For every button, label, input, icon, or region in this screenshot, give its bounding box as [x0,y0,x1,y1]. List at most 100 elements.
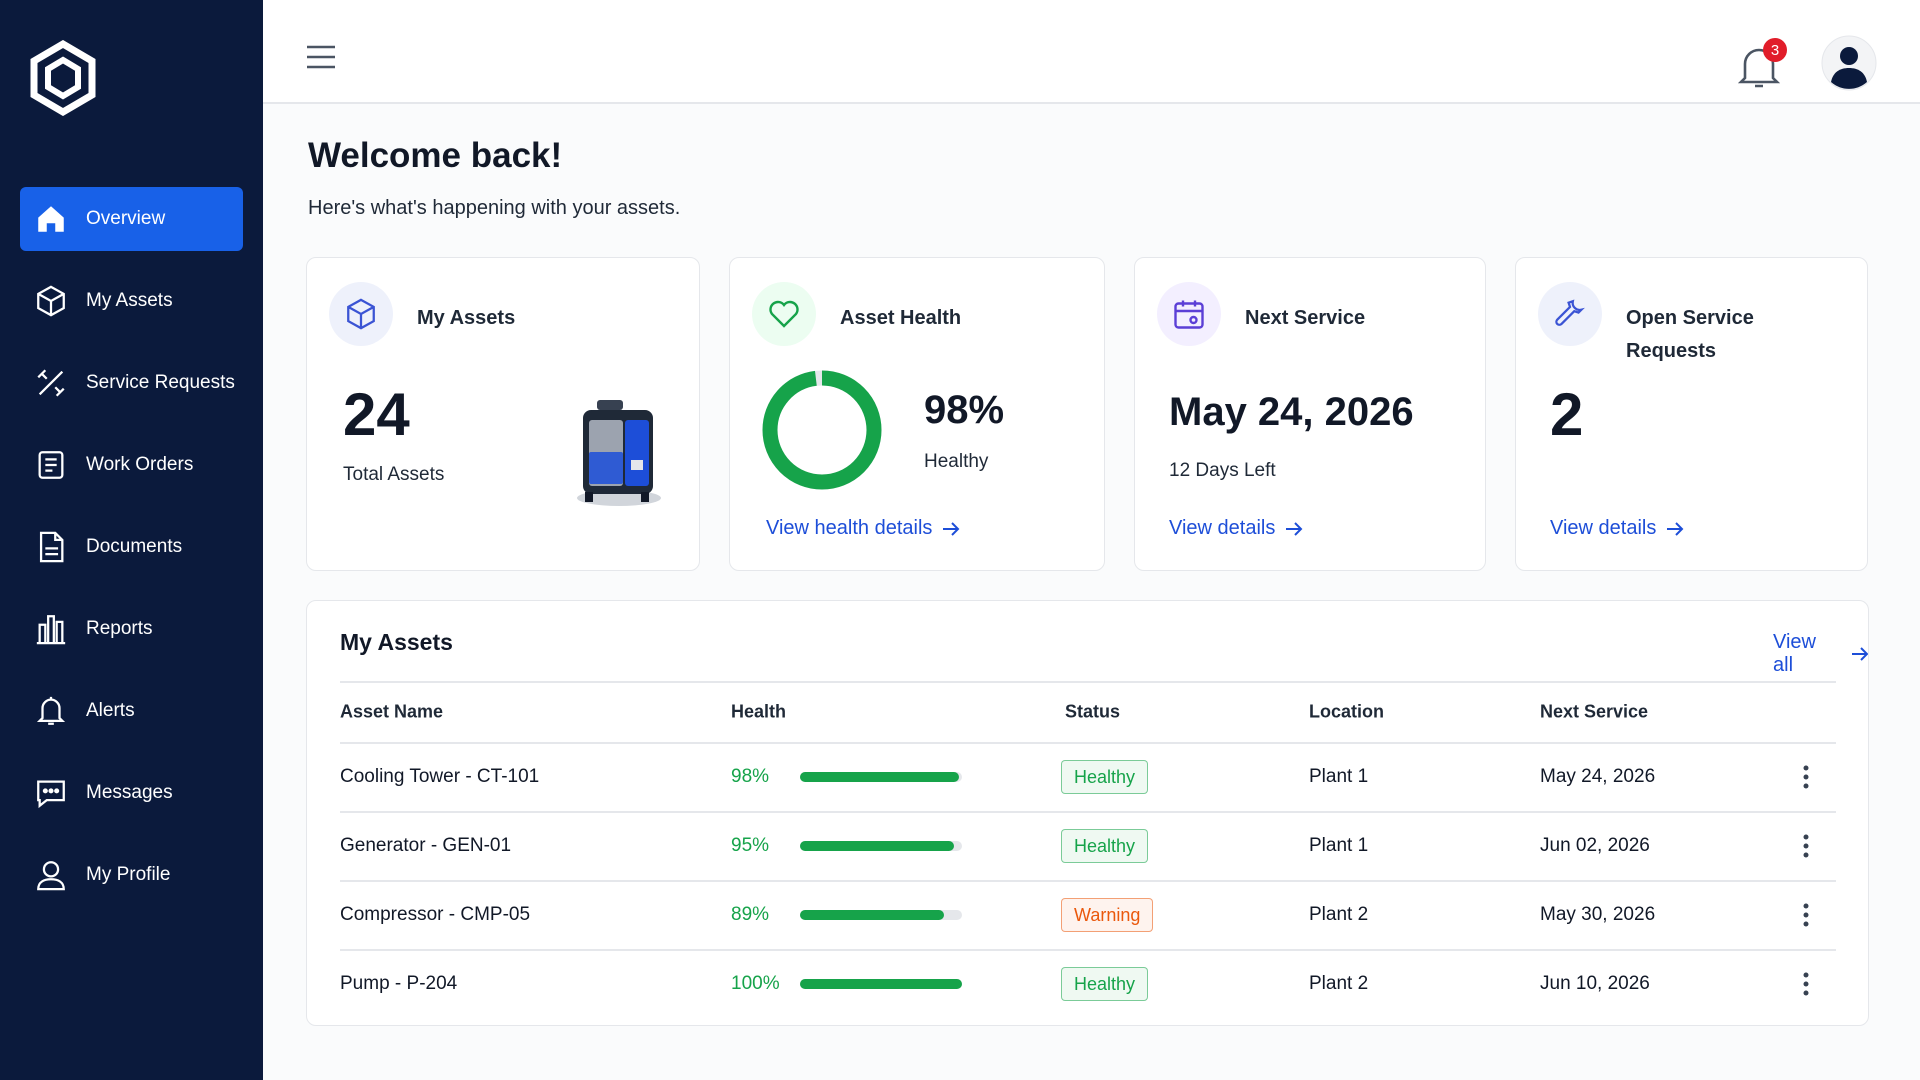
icon [38,451,64,479]
next-service: May 24, 2026 [1540,766,1656,787]
card-open-requests: Open Service Requests 2 View details [1515,257,1868,571]
card-icon [752,282,816,346]
health-text: 89% [731,904,770,925]
health-value: 98% [924,388,1005,432]
status-badge: Healthy [1061,967,1149,1001]
health-status: Healthy [924,451,989,472]
row-menu[interactable] [1800,971,1812,997]
logo [30,40,96,116]
link-text: View health details [766,517,933,539]
next-service: May 30, 2026 [1540,904,1656,925]
asset-name: Pump - P-204 [340,973,458,994]
asset-name: Generator - GEN-01 [340,835,512,856]
row-menu[interactable] [1800,902,1812,928]
location: Plant 2 [1309,904,1369,925]
health-track [800,772,962,782]
icon [37,369,65,397]
days-left: 12 Days Left [1169,460,1276,481]
nav-item[interactable]: Service Requests [20,351,243,415]
health-donut [762,370,882,490]
link[interactable]: View health details [766,517,960,540]
nav-item[interactable]: Documents [20,515,243,579]
health-text: 95% [731,835,770,856]
health-track [800,979,962,989]
next-service: Jun 02, 2026 [1540,835,1650,856]
column-header: Health [731,701,787,722]
health-text: 98% [731,766,770,787]
health-bar [800,841,954,851]
column-header: Location [1309,701,1384,722]
nav-label: Documents [86,536,183,557]
menu-button[interactable] [305,44,337,70]
nav-item[interactable]: My Assets [20,269,243,333]
nav-label: Work Orders [86,454,194,475]
nav-item[interactable]: Reports [20,597,243,661]
link-text: View details [1169,517,1276,539]
card-asset-health: Asset Health 98% Healthy View health det… [729,257,1105,571]
nav-label: Service Requests [86,372,235,393]
health-bar [800,979,962,989]
nav-label: Overview [86,208,166,229]
card-title: Asset Health [840,307,962,329]
card-value: 2 [1550,381,1584,448]
nav-item[interactable]: Alerts [20,679,243,743]
row-menu[interactable] [1800,833,1812,859]
welcome-title: Welcome back! [308,136,563,175]
status-badge: Healthy [1061,760,1149,794]
nav-item[interactable]: Work Orders [20,433,243,497]
status-badge: Healthy [1061,829,1149,863]
link-text: View details [1550,517,1657,539]
service-date: May 24, 2026 [1169,390,1414,434]
column-header: Next Service [1540,701,1649,722]
icon [36,615,66,645]
nav-item[interactable]: My Profile [20,843,243,907]
card-label: Total Assets [343,464,445,485]
row-menu[interactable] [1800,764,1812,790]
location: Plant 1 [1309,766,1369,787]
nav-item[interactable]: Messages [20,761,243,825]
icon [38,206,64,232]
sidebar: Overview My Assets Service Requests Work… [0,0,263,1080]
icon [37,861,65,891]
card-icon [329,282,393,346]
card-title: Next Service [1245,307,1366,329]
nav-item[interactable]: Overview [20,187,243,251]
column-header: Asset Name [340,701,444,722]
link[interactable]: View details [1169,517,1303,540]
nav: Overview My Assets Service Requests Work… [20,187,243,925]
view-all[interactable]: View all [1773,631,1868,677]
nav-label: Alerts [86,700,135,721]
main: 3 Welcome back! Here's what's happening … [263,0,1920,1080]
avatar[interactable] [1821,35,1877,91]
card-value: 24 [343,381,410,448]
location: Plant 2 [1309,973,1369,994]
notifications[interactable]: 3 [1733,36,1789,92]
icon [39,531,64,563]
card-title: Open Service Requests [1626,307,1754,362]
health-text: 100% [731,973,780,994]
divider [340,742,1836,744]
health-track [800,841,962,851]
nav-label: Reports [86,618,153,639]
health-arc [762,370,882,490]
nav-label: My Profile [86,864,171,885]
health-bar [800,772,959,782]
link[interactable]: View details [1550,517,1684,540]
card-next-service: Next Service May 24, 2026 12 Days Left V… [1134,257,1486,571]
card-icon [1157,282,1221,346]
view-all-text: View all [1773,631,1816,676]
divider [340,880,1836,882]
divider [340,811,1836,813]
icon [37,780,65,809]
icon [37,285,65,317]
status-badge: Warning [1061,898,1154,932]
asset-name: Compressor - CMP-05 [340,904,531,925]
topbar: 3 [263,0,1920,104]
location: Plant 1 [1309,835,1369,856]
health-bar [800,910,945,920]
divider [340,949,1836,951]
health-track [800,910,962,920]
next-service: Jun 10, 2026 [1540,973,1650,994]
